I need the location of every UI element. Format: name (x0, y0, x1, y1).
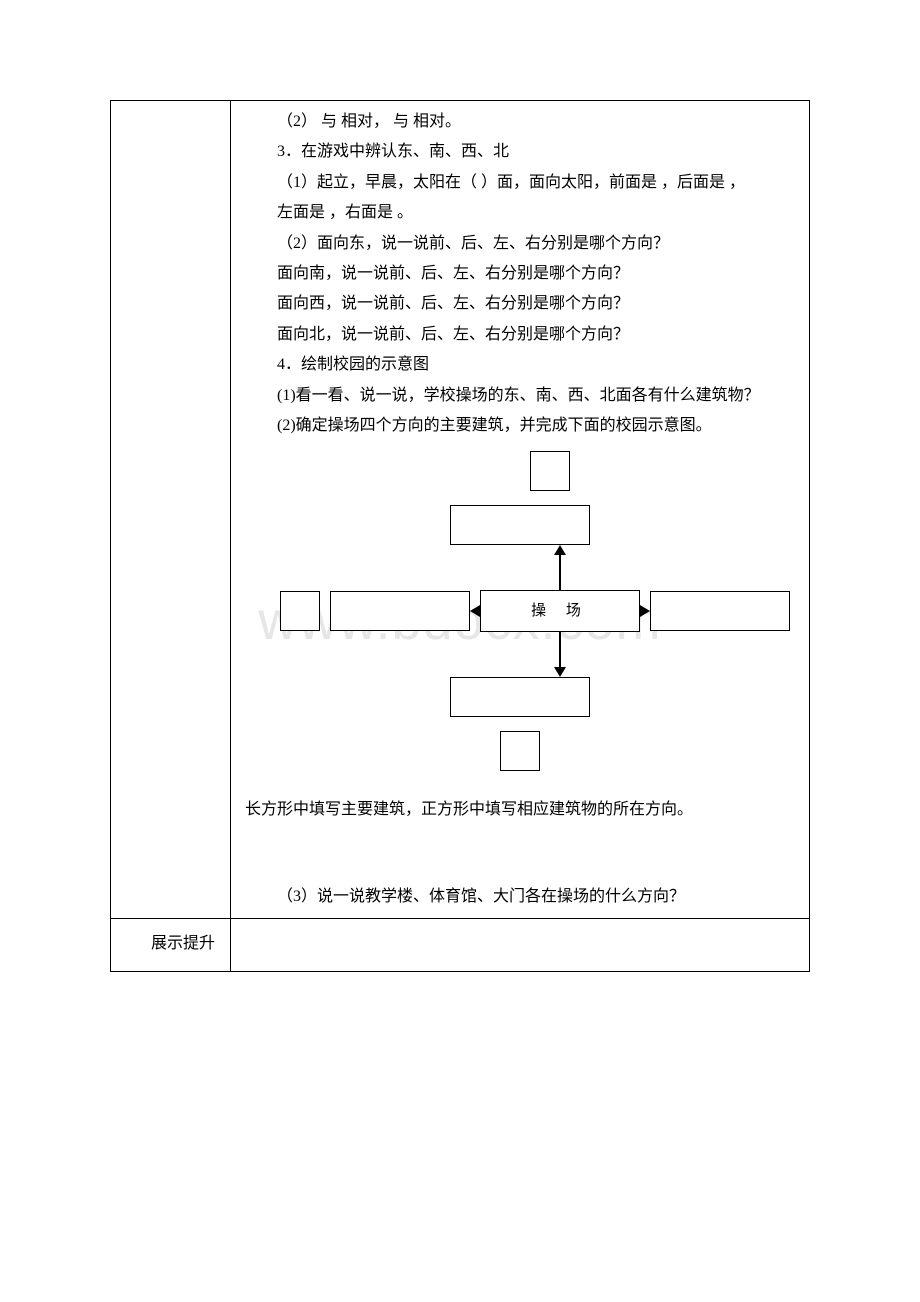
diagram-left-square (280, 591, 320, 631)
arrow-left-head (470, 605, 480, 617)
item-3-2b: 面向南，说一说前、后、左、右分别是哪个方向？ (245, 259, 795, 289)
item-3-2a: （2）面向东，说一说前、后、左、右分别是哪个方向？ (245, 229, 795, 259)
spacer (245, 854, 795, 882)
row2-content-cell (231, 919, 810, 972)
item-4-3: （3）说一说教学楼、体育馆、大门各在操场的什么方向？ (245, 882, 795, 912)
item-3-heading: 3．在游戏中辨认东、南、西、北 (245, 137, 795, 167)
item-3-1b: 左面是 ，右面是 。 (245, 198, 795, 228)
item-4-1: (1)看一看、说一说，学校操场的东、南、西、北面各有什么建筑物？ (245, 381, 795, 411)
spacer (245, 826, 795, 854)
arrow-right-head (640, 605, 650, 617)
diagram-top-square (530, 451, 570, 491)
table-row: （2） 与 相对， 与 相对。 3．在游戏中辨认东、南、西、北 （1）起立，早晨… (111, 101, 810, 919)
arrow-up-head (554, 545, 566, 555)
table-row: 展示提升 (111, 919, 810, 972)
diagram-bottom-square (500, 731, 540, 771)
row2-label-cell: 展示提升 (111, 919, 231, 972)
item-4-note: 长方形中填写主要建筑，正方形中填写相应建筑物的所在方向。 (245, 795, 795, 825)
diagram-bottom-rect (450, 677, 590, 717)
row1-label-cell (111, 101, 231, 919)
item-3-2c: 面向西，说一说前、后、左、右分别是哪个方向？ (245, 289, 795, 319)
arrow-down-head (554, 667, 566, 677)
arrow-down-line (559, 632, 561, 669)
campus-diagram: 操 场 (280, 451, 760, 791)
diagram-center-label: 操 场 (531, 597, 589, 626)
item-2-2: （2） 与 相对， 与 相对。 (245, 107, 795, 137)
row2-label: 展示提升 (111, 919, 230, 969)
diagram-right-rect (650, 591, 790, 631)
arrow-up-line (559, 553, 561, 590)
diagram-left-rect (330, 591, 470, 631)
row1-content-cell: （2） 与 相对， 与 相对。 3．在游戏中辨认东、南、西、北 （1）起立，早晨… (231, 101, 810, 919)
item-4-2: (2)确定操场四个方向的主要建筑，并完成下面的校园示意图。 (245, 411, 795, 441)
item-3-1a: （1）起立，早晨，太阳在（ ）面，面向太阳，前面是 ，后面是 ， (245, 168, 795, 198)
lesson-table: （2） 与 相对， 与 相对。 3．在游戏中辨认东、南、西、北 （1）起立，早晨… (110, 100, 810, 972)
diagram-center-rect: 操 场 (480, 590, 640, 632)
diagram-top-rect (450, 505, 590, 545)
item-3-2d: 面向北，说一说前、后、左、右分别是哪个方向？ (245, 320, 795, 350)
item-4-heading: 4．绘制校园的示意图 (245, 350, 795, 380)
